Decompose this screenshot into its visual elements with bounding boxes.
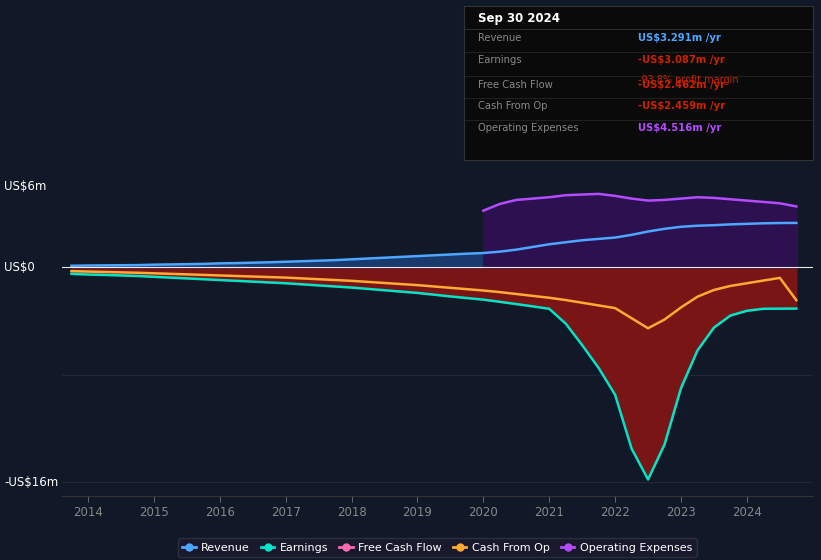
Text: Free Cash Flow: Free Cash Flow — [478, 80, 553, 90]
Text: Revenue: Revenue — [478, 34, 521, 43]
Legend: Revenue, Earnings, Free Cash Flow, Cash From Op, Operating Expenses: Revenue, Earnings, Free Cash Flow, Cash … — [177, 538, 697, 557]
Text: -US$16m: -US$16m — [4, 475, 58, 489]
Text: US$3.291m /yr: US$3.291m /yr — [639, 34, 721, 43]
Text: Operating Expenses: Operating Expenses — [478, 123, 578, 133]
Text: US$0: US$0 — [4, 260, 34, 274]
Text: Earnings: Earnings — [478, 55, 521, 65]
Text: -US$2.462m /yr: -US$2.462m /yr — [639, 80, 726, 90]
Text: US$4.516m /yr: US$4.516m /yr — [639, 123, 722, 133]
Text: -US$2.459m /yr: -US$2.459m /yr — [639, 101, 726, 111]
Text: US$6m: US$6m — [4, 180, 47, 193]
Text: Sep 30 2024: Sep 30 2024 — [478, 12, 560, 25]
Text: -93.8% profit margin: -93.8% profit margin — [639, 75, 739, 85]
Text: Cash From Op: Cash From Op — [478, 101, 548, 111]
Text: -US$3.087m /yr: -US$3.087m /yr — [639, 55, 725, 65]
